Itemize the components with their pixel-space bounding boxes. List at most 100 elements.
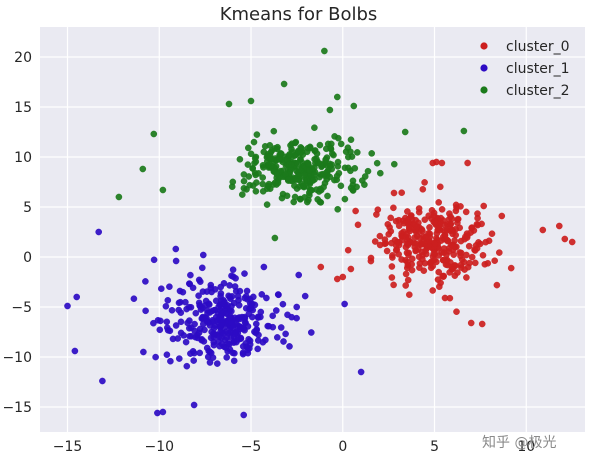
data-point <box>404 276 412 284</box>
data-point <box>258 291 266 298</box>
data-point <box>398 236 406 244</box>
data-point <box>438 206 446 213</box>
data-point <box>383 247 391 255</box>
data-point <box>337 182 345 190</box>
data-point <box>311 171 318 178</box>
data-point <box>211 286 219 293</box>
data-point <box>357 368 365 376</box>
data-point <box>289 148 296 156</box>
data-point <box>402 282 410 289</box>
data-point <box>412 216 420 224</box>
data-point <box>252 187 260 195</box>
data-point <box>331 133 338 140</box>
data-point <box>279 300 287 308</box>
data-point <box>323 168 331 176</box>
tick-labels: −15 −10 −5 0 5 10 −15 −10 −5 0 5 10 15 20 <box>2 50 535 455</box>
data-point <box>167 357 174 365</box>
data-point <box>213 360 221 367</box>
y-tick-label: 0 <box>23 250 32 266</box>
data-point <box>172 257 180 265</box>
data-point <box>425 212 433 219</box>
data-point <box>157 317 164 325</box>
data-point <box>344 164 352 172</box>
data-point <box>304 160 312 167</box>
data-point <box>172 245 180 253</box>
data-point <box>322 157 329 164</box>
data-point <box>183 362 191 370</box>
data-point <box>259 338 267 346</box>
y-tick-label: 15 <box>14 100 32 116</box>
data-point <box>361 181 368 188</box>
data-point <box>150 130 158 138</box>
data-point <box>240 411 247 419</box>
data-point <box>384 220 392 228</box>
data-point <box>478 220 485 228</box>
data-point <box>252 320 260 328</box>
data-point <box>430 250 437 258</box>
data-point <box>476 240 484 248</box>
data-point <box>217 290 225 297</box>
data-point <box>507 264 515 272</box>
data-point <box>460 258 468 266</box>
data-point <box>189 284 197 292</box>
data-point <box>187 271 194 279</box>
data-point <box>195 292 202 300</box>
x-tick-label: 5 <box>430 439 439 455</box>
data-point <box>242 292 250 300</box>
data-point <box>373 159 381 167</box>
legend-label: cluster_0 <box>506 39 570 55</box>
data-point <box>462 233 469 240</box>
data-point <box>228 293 236 300</box>
data-point <box>267 155 275 163</box>
data-point <box>294 147 302 155</box>
data-point <box>390 281 397 289</box>
data-point <box>464 159 471 167</box>
data-point <box>426 233 434 241</box>
data-point <box>342 148 350 155</box>
data-point <box>157 285 165 293</box>
data-point <box>307 187 314 194</box>
data-point <box>182 338 190 346</box>
data-point <box>142 278 149 285</box>
data-point <box>419 185 427 193</box>
data-point <box>263 201 271 208</box>
data-point <box>275 291 282 299</box>
data-point <box>446 294 454 302</box>
data-point <box>331 176 338 184</box>
data-point <box>350 102 358 110</box>
x-tick-label: 0 <box>338 439 347 455</box>
data-point <box>411 243 419 251</box>
data-point <box>223 354 230 361</box>
data-point <box>236 155 244 163</box>
data-point <box>291 193 299 201</box>
watermark-text: 知乎 @极光 <box>482 435 557 451</box>
data-point <box>175 306 182 314</box>
data-point <box>185 280 193 287</box>
data-point <box>180 332 187 339</box>
x-tick-label: −5 <box>241 439 262 455</box>
data-point <box>448 215 456 223</box>
data-point <box>474 210 481 217</box>
data-point <box>210 306 218 314</box>
data-point <box>259 187 267 195</box>
data-point <box>251 301 259 309</box>
data-point <box>452 201 460 209</box>
data-point <box>277 324 285 331</box>
data-point <box>344 246 352 254</box>
data-point <box>450 251 458 258</box>
data-point <box>311 124 318 131</box>
data-point <box>390 204 397 212</box>
data-point <box>337 140 345 148</box>
data-point <box>326 162 334 170</box>
data-point <box>368 150 376 157</box>
chart-title: Kmeans for Bolbs <box>219 4 378 25</box>
x-tick-label: −15 <box>53 439 83 455</box>
data-point <box>539 226 547 234</box>
data-point <box>280 80 288 88</box>
legend: cluster_0 cluster_1 cluster_2 <box>480 39 570 99</box>
data-point <box>444 237 452 244</box>
data-point <box>309 177 317 184</box>
data-point <box>257 313 264 321</box>
data-point <box>367 254 375 262</box>
data-point <box>450 243 458 250</box>
